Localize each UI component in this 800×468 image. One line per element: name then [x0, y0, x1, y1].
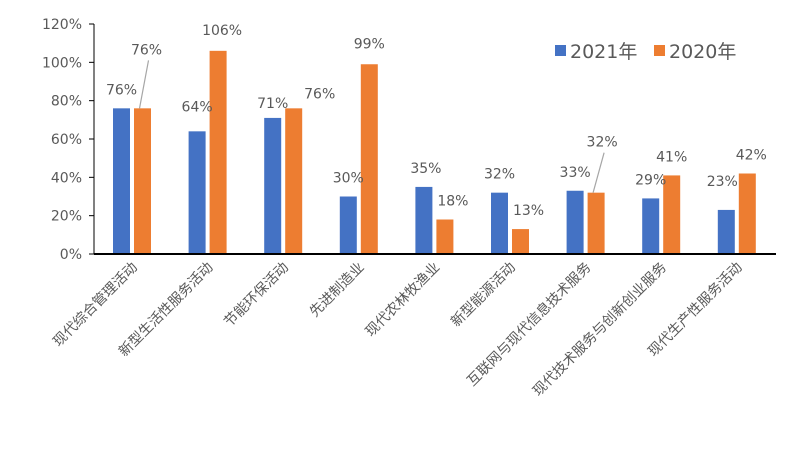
legend-label-2021: 2021年 — [570, 41, 637, 63]
data-label: 76% — [106, 82, 137, 98]
leader-line — [138, 60, 150, 109]
bar-2020 — [663, 175, 681, 254]
data-label: 32% — [484, 167, 515, 183]
data-label: 35% — [410, 161, 441, 177]
bar-2020 — [512, 229, 529, 254]
bar-2020 — [738, 173, 756, 254]
bar-2021 — [188, 131, 206, 254]
data-label: 64% — [182, 99, 213, 115]
bar-2021 — [566, 190, 584, 254]
y-tick-label: 40% — [51, 170, 82, 186]
bar-2021 — [717, 209, 735, 254]
data-label: 76% — [131, 42, 162, 58]
data-label: 18% — [437, 194, 468, 210]
data-label: 30% — [333, 171, 364, 187]
bar-2021 — [113, 108, 130, 254]
data-label: 76% — [304, 86, 335, 102]
data-label: 42% — [736, 148, 767, 164]
y-tick-label: 100% — [42, 55, 82, 71]
data-label: 99% — [354, 36, 385, 52]
legend-swatch-2020 — [654, 45, 665, 56]
bar-2021 — [491, 192, 508, 254]
data-label: 33% — [560, 165, 591, 181]
bar-2020 — [209, 50, 227, 255]
bar-2020 — [134, 108, 151, 254]
bar-2021 — [339, 196, 357, 254]
bar-2021 — [415, 186, 433, 254]
legend: 2021年 2020年 — [555, 41, 736, 63]
bar-2020 — [436, 219, 454, 254]
data-label: 41% — [656, 149, 687, 165]
y-tick-label: 60% — [51, 132, 82, 148]
bar-2020 — [285, 108, 303, 254]
bar-2020 — [360, 64, 378, 254]
x-category-label: 新型能源活动 — [448, 260, 519, 331]
bar-2021 — [642, 198, 660, 254]
x-category-label: 节能环保活动 — [221, 260, 292, 331]
y-tick-label: 80% — [51, 94, 82, 110]
data-label: 23% — [707, 174, 738, 190]
data-label: 13% — [513, 203, 544, 219]
y-tick-label: 0% — [60, 247, 82, 263]
y-tick-label: 20% — [51, 209, 82, 225]
data-label: 106% — [202, 23, 242, 39]
leader-line — [592, 152, 605, 193]
bar-2020 — [587, 192, 605, 254]
data-label: 32% — [587, 135, 618, 151]
data-label: 71% — [257, 96, 288, 112]
y-axis: 0% 20% 40% 60% 80% 100% 120% — [42, 17, 95, 263]
y-tick-label: 120% — [42, 17, 82, 33]
bar-2021 — [264, 117, 282, 255]
data-label: 29% — [635, 172, 666, 188]
data-labels: 76% 76% 64% 106% 71% 76% 30% 99% 35% 18% 32% 13% 33%… — [106, 23, 767, 219]
bars-group — [113, 50, 756, 255]
legend-swatch-2021 — [555, 45, 566, 56]
x-category-label: 互联网与现代信息技术服务 — [464, 259, 595, 390]
x-category-label: 先进制造业 — [307, 260, 368, 321]
x-category-label: 现代农林牧渔业 — [363, 260, 444, 341]
legend-label-2020: 2020年 — [669, 41, 736, 63]
x-category-label: 现代技术服务与创新创业服务 — [530, 260, 670, 400]
